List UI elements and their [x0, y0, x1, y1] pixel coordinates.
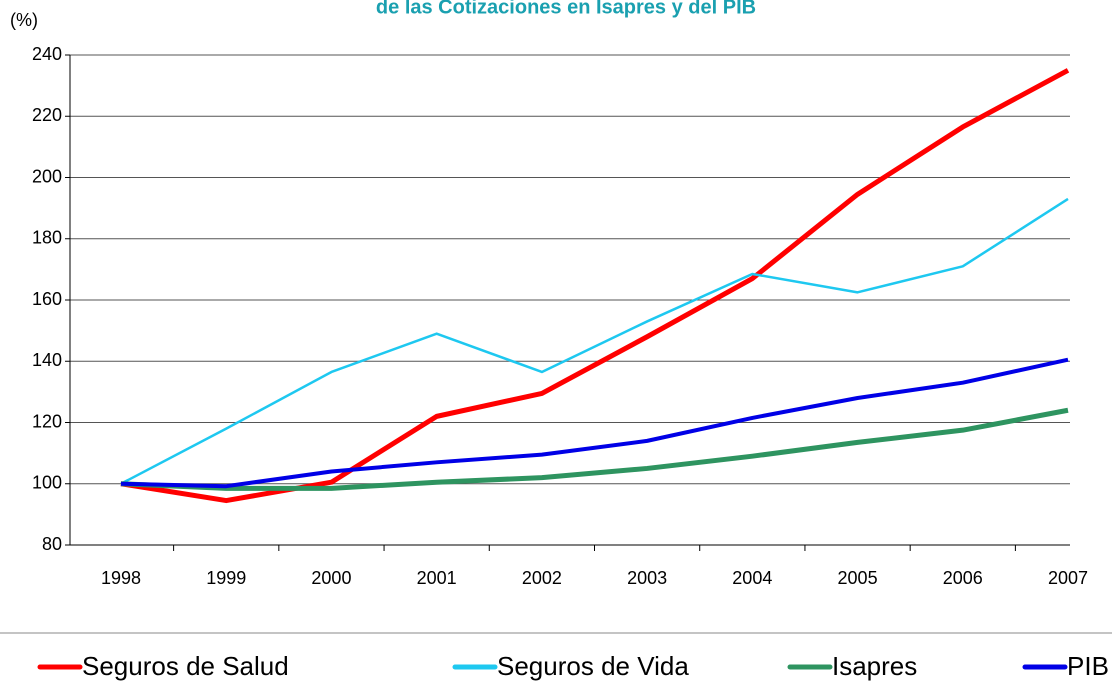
x-tick-label: 2004 [732, 568, 772, 588]
legend-label: PIB [1067, 651, 1109, 681]
series-line [120, 357, 1069, 489]
legend-label: Seguros de Vida [497, 651, 689, 681]
y-tick-label: 120 [32, 411, 62, 431]
x-tick-label: 2005 [838, 568, 878, 588]
x-tick-label: 2002 [522, 568, 562, 588]
x-tick-label: 2000 [311, 568, 351, 588]
x-tick-label: 2007 [1048, 568, 1088, 588]
series-line [120, 407, 1069, 491]
y-tick-label: 160 [32, 289, 62, 309]
legend-label: Isapres [832, 651, 917, 681]
y-axis-label: (%) [10, 10, 38, 30]
y-tick-label: 200 [32, 166, 62, 186]
y-tick-label: 80 [42, 534, 62, 554]
series-line [120, 68, 1070, 504]
x-tick-label: 2001 [417, 568, 457, 588]
y-tick-label: 180 [32, 228, 62, 248]
x-tick-label: 2003 [627, 568, 667, 588]
chart-title: de las Cotizaciones en Isapres y del PIB [376, 0, 756, 18]
y-tick-label: 100 [32, 473, 62, 493]
y-tick-label: 220 [32, 105, 62, 125]
series-line [120, 197, 1069, 485]
y-tick-label: 240 [32, 44, 62, 64]
y-tick-label: 140 [32, 350, 62, 370]
x-tick-label: 1998 [101, 568, 141, 588]
x-tick-label: 1999 [206, 568, 246, 588]
legend-label: Seguros de Salud [82, 651, 289, 681]
x-tick-label: 2006 [943, 568, 983, 588]
